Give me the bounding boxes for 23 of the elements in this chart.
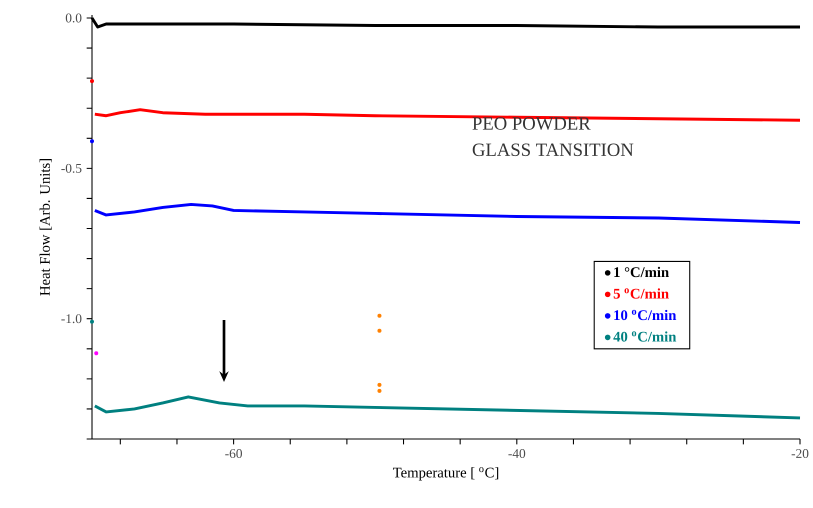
point (90, 139, 94, 144)
point (90, 79, 94, 84)
y-axis-title: Heat Flow [Arb. Units] (40, 159, 52, 296)
x-tick-label: -40 (508, 449, 526, 458)
legend-label: 1 °C/min (614, 266, 669, 278)
point (94, 351, 98, 356)
legend-label: 5 $^{o}$C/min (614, 288, 669, 299)
point (90, 320, 94, 324)
point (377, 382, 382, 387)
annotation: PEO POWDER (472, 117, 591, 130)
x-tick-label: -20 (792, 449, 808, 458)
point (377, 388, 382, 393)
x-axis-title: Temperature [ $^{o}$C] (392, 467, 498, 480)
y-tick-label: -1.0 (61, 314, 82, 324)
y-tick-label: -0.5 (61, 164, 82, 173)
point (377, 314, 382, 318)
x-tick-label: -60 (225, 449, 242, 458)
line-series (93, 202, 802, 224)
point (377, 328, 382, 333)
y-tick-label: 0.0 (66, 13, 82, 23)
legend-label: 10 $^{o}$C/min (614, 310, 676, 320)
legend-label: 40 $^{o}$C/min (613, 331, 676, 342)
annotation: GLASS TANSITION (472, 144, 634, 156)
